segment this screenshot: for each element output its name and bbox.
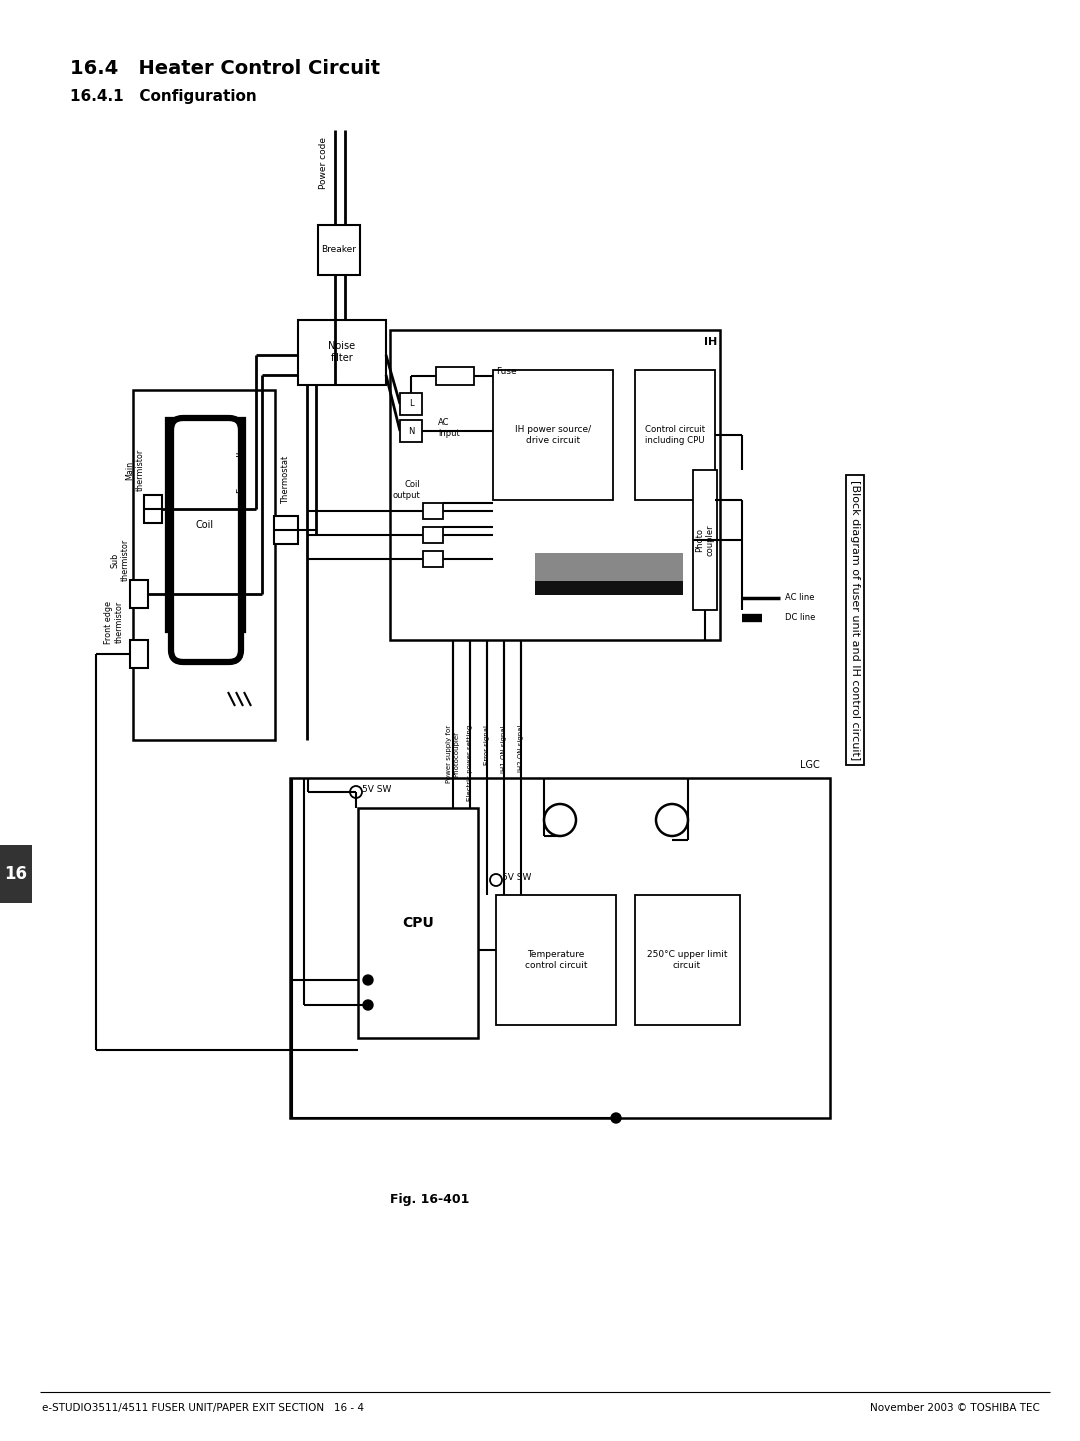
Bar [390, 330, 720, 640]
Text: November 2003 © TOSHIBA TEC: November 2003 © TOSHIBA TEC [870, 1404, 1040, 1414]
Bar [635, 370, 715, 500]
Text: Power supply for
Photocoupler: Power supply for Photocoupler [446, 725, 459, 782]
FancyBboxPatch shape [171, 418, 241, 661]
Circle shape [363, 976, 373, 986]
Text: L: L [408, 399, 414, 408]
Bar [693, 470, 717, 610]
Bar [298, 320, 386, 385]
Text: Electric power setting: Electric power setting [467, 725, 473, 801]
Bar [400, 419, 422, 442]
Text: 5V SW: 5V SW [362, 785, 391, 794]
Bar [400, 393, 422, 415]
Bar [496, 895, 616, 1025]
Bar [318, 225, 360, 275]
Text: IH power source/
drive circuit: IH power source/ drive circuit [515, 425, 591, 445]
Text: 5V SW: 5V SW [502, 873, 531, 882]
Text: Power code: Power code [319, 137, 327, 189]
Text: Coil
output: Coil output [392, 480, 420, 500]
Bar [274, 516, 298, 545]
Text: [Block diagram of fuser unit and IH control circuit]: [Block diagram of fuser unit and IH cont… [850, 480, 860, 759]
Text: IH1 ON signal: IH1 ON signal [501, 725, 507, 772]
Text: 16.4.1   Configuration: 16.4.1 Configuration [70, 88, 257, 104]
Bar [423, 550, 443, 566]
Text: e-STUDIO3511/4511 FUSER UNIT/PAPER EXIT SECTION   16 - 4: e-STUDIO3511/4511 FUSER UNIT/PAPER EXIT … [42, 1404, 364, 1414]
Text: Error signal: Error signal [484, 725, 490, 765]
Bar [0, 844, 32, 904]
Text: Main
thermistor: Main thermistor [125, 450, 145, 491]
Text: IH: IH [704, 337, 717, 347]
Circle shape [611, 1112, 621, 1123]
Bar [535, 581, 683, 595]
Text: Front edge
thermistor: Front edge thermistor [105, 601, 124, 644]
Bar [133, 391, 275, 741]
Bar [635, 895, 740, 1025]
Bar [492, 370, 613, 500]
Text: Temperature
control circuit: Temperature control circuit [525, 950, 588, 970]
Bar [130, 640, 148, 669]
Circle shape [363, 1000, 373, 1010]
Bar [535, 553, 683, 581]
Bar [423, 503, 443, 519]
Text: Fuse: Fuse [496, 366, 516, 376]
Text: IH2 ON signal: IH2 ON signal [518, 725, 524, 772]
Text: Fuser roller: Fuser roller [237, 442, 245, 493]
Bar [436, 367, 474, 385]
Text: CPU: CPU [402, 916, 434, 929]
Bar [357, 808, 478, 1038]
Text: Fig. 16-401: Fig. 16-401 [390, 1193, 470, 1206]
Text: 16.4   Heater Control Circuit: 16.4 Heater Control Circuit [70, 59, 380, 78]
Text: Coil: Coil [195, 520, 214, 530]
Text: Control circuit
including CPU: Control circuit including CPU [645, 425, 705, 445]
Text: Noise
filter: Noise filter [328, 342, 355, 363]
Text: Photo
coupler: Photo coupler [696, 525, 715, 556]
Text: Sub
thermistor: Sub thermistor [110, 539, 130, 581]
Text: AC line: AC line [785, 594, 814, 602]
Bar [291, 778, 831, 1118]
Text: 250°C upper limit
circuit: 250°C upper limit circuit [647, 950, 727, 970]
Text: DC line: DC line [785, 614, 815, 623]
Bar [168, 419, 243, 630]
Text: Thermostat: Thermostat [282, 455, 291, 504]
Text: LGC: LGC [800, 759, 820, 769]
Text: AC
input: AC input [438, 418, 460, 438]
Bar [130, 579, 148, 608]
Text: 16: 16 [4, 865, 27, 883]
Text: N: N [408, 427, 415, 435]
Bar [144, 496, 162, 523]
Text: Breaker: Breaker [322, 245, 356, 255]
Bar [423, 527, 443, 543]
